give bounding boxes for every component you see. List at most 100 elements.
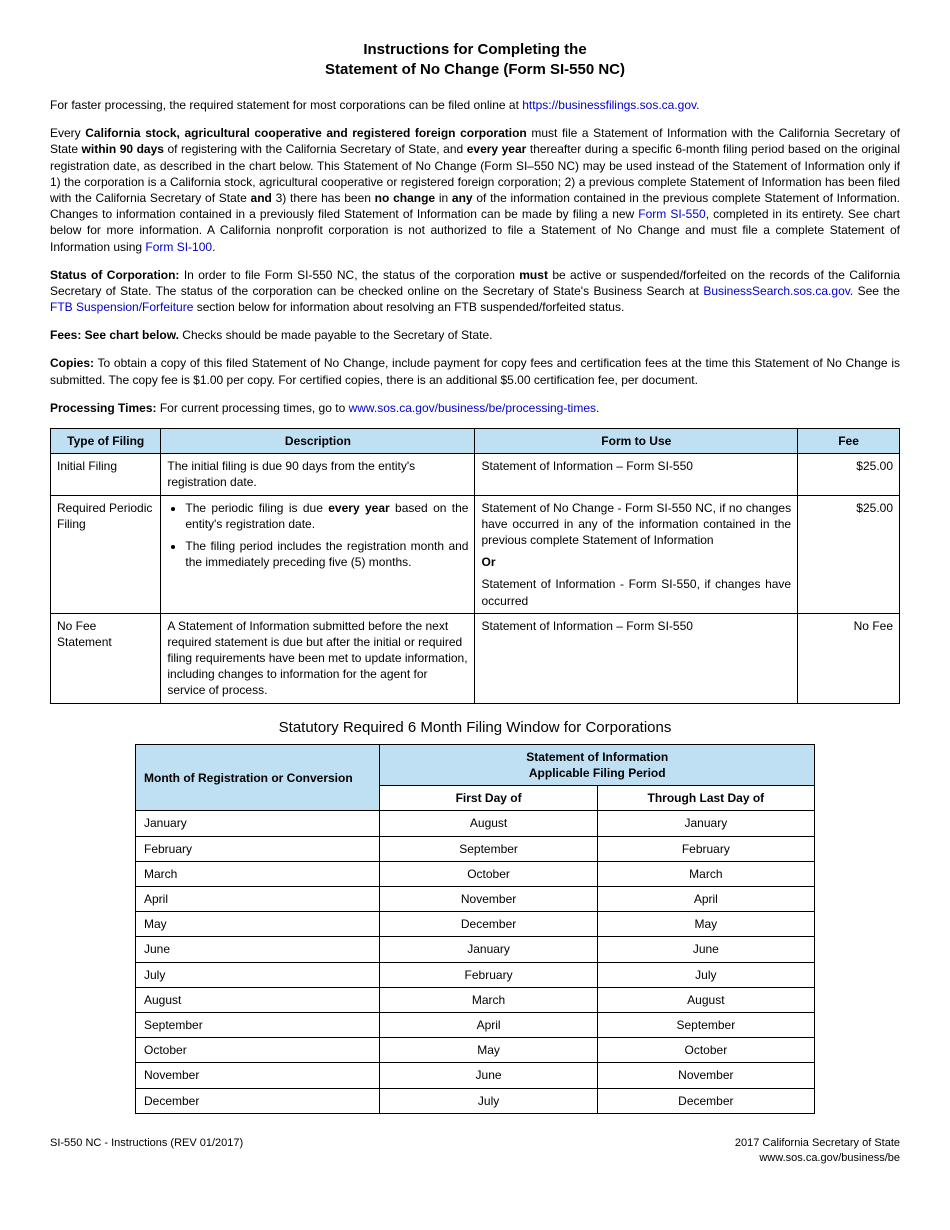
footer-left: SI-550 NC - Instructions (REV 01/2017) [50, 1136, 243, 1166]
cell: Statement of No Change - Form SI-550 NC,… [475, 495, 798, 613]
processing-times-link[interactable]: www.sos.ca.gov/business/be/processing-ti… [349, 401, 596, 415]
col-period: Statement of Information Applicable Fili… [380, 744, 815, 785]
col-form: Form to Use [475, 429, 798, 454]
t: section below for information about reso… [193, 300, 624, 314]
t: Copies: [50, 356, 94, 370]
cell: The initial filing is due 90 days from t… [161, 454, 475, 495]
t: Statement of Information [526, 750, 668, 764]
cell: May [380, 1038, 597, 1063]
table-header-row: Type of Filing Description Form to Use F… [51, 429, 900, 454]
cell: June [597, 937, 814, 962]
cell: April [597, 887, 814, 912]
cell: A Statement of Information submitted bef… [161, 613, 475, 703]
table-row: JanuaryAugustJanuary [136, 811, 815, 836]
table-row: MayDecemberMay [136, 912, 815, 937]
cell: February [380, 962, 597, 987]
cell: November [597, 1063, 814, 1088]
table-row: DecemberJulyDecember [136, 1088, 815, 1113]
window-title: Statutory Required 6 Month Filing Window… [50, 718, 900, 738]
t: . See the [850, 284, 900, 298]
cell: August [136, 987, 380, 1012]
form-si-550-link[interactable]: Form SI-550 [638, 207, 705, 221]
t: must [519, 268, 548, 282]
t: Processing Times: [50, 401, 157, 415]
t: Checks should be made payable to the Sec… [179, 328, 493, 342]
copies-para: Copies: To obtain a copy of this filed S… [50, 355, 900, 387]
cell: September [597, 1012, 814, 1037]
title-line-1: Instructions for Completing the [363, 41, 586, 58]
cell: November [380, 887, 597, 912]
cell: No Fee Statement [51, 613, 161, 703]
cell: July [597, 962, 814, 987]
intro-link[interactable]: https://businessfilings.sos.ca.gov [522, 98, 696, 112]
status-para: Status of Corporation: In order to file … [50, 267, 900, 316]
t: Applicable Filing Period [529, 766, 666, 780]
t: Status of Corporation: [50, 268, 179, 282]
footer-url[interactable]: www.sos.ca.gov/business/be [759, 1152, 900, 1164]
t: Or [481, 554, 791, 570]
bullet: The filing period includes the registrat… [185, 538, 468, 570]
t: . [596, 401, 599, 415]
ftb-link[interactable]: FTB Suspension/Forfeiture [50, 300, 193, 314]
t: and [251, 191, 272, 205]
cell: May [136, 912, 380, 937]
business-search-link[interactable]: BusinessSearch.sos.ca.gov [703, 284, 850, 298]
col-desc: Description [161, 429, 475, 454]
cell: September [380, 836, 597, 861]
page-title: Instructions for Completing the Statemen… [50, 40, 900, 79]
table-row: NovemberJuneNovember [136, 1063, 815, 1088]
cell: July [136, 962, 380, 987]
title-line-2: Statement of No Change (Form SI-550 NC) [325, 61, 625, 78]
cell: December [597, 1088, 814, 1113]
t: every year [467, 142, 527, 156]
cell: October [136, 1038, 380, 1063]
t: in [435, 191, 452, 205]
cell: $25.00 [798, 495, 900, 613]
footer-right: 2017 California Secretary of State www.s… [735, 1136, 900, 1166]
cell: April [380, 1012, 597, 1037]
t: of registering with the California Secre… [164, 142, 467, 156]
cell: Statement of Information – Form SI-550 [475, 613, 798, 703]
t: within 90 days [82, 142, 164, 156]
filing-window-table: Month of Registration or Conversion Stat… [135, 744, 815, 1114]
cell: September [136, 1012, 380, 1037]
table-header-row: Month of Registration or Conversion Stat… [136, 744, 815, 785]
intro-para: For faster processing, the required stat… [50, 97, 900, 113]
cell: October [597, 1038, 814, 1063]
t: The periodic filing is due [185, 501, 328, 515]
form-si-100-link[interactable]: Form SI-100 [145, 240, 212, 254]
cell: January [136, 811, 380, 836]
cell: January [597, 811, 814, 836]
t: . [212, 240, 215, 254]
cell: November [136, 1063, 380, 1088]
page-footer: SI-550 NC - Instructions (REV 01/2017) 2… [50, 1136, 900, 1166]
cell: Required Periodic Filing [51, 495, 161, 613]
bullet: The periodic filing is due every year ba… [185, 500, 468, 532]
cell: Initial Filing [51, 454, 161, 495]
t: 2017 California Secretary of State [735, 1137, 900, 1149]
table-row: MarchOctoberMarch [136, 861, 815, 886]
filing-table: Type of Filing Description Form to Use F… [50, 428, 900, 704]
cell: March [597, 861, 814, 886]
col-first: First Day of [380, 786, 597, 811]
intro-text: For faster processing, the required stat… [50, 98, 522, 112]
t: Fees: See chart below. [50, 328, 179, 342]
table-row: JulyFebruaryJuly [136, 962, 815, 987]
table-row: No Fee Statement A Statement of Informat… [51, 613, 900, 703]
cell: May [597, 912, 814, 937]
processing-para: Processing Times: For current processing… [50, 400, 900, 416]
t: no change [375, 191, 435, 205]
cell: February [136, 836, 380, 861]
table-row: OctoberMayOctober [136, 1038, 815, 1063]
table-row: AprilNovemberApril [136, 887, 815, 912]
cell: No Fee [798, 613, 900, 703]
cell: August [597, 987, 814, 1012]
cell: $25.00 [798, 454, 900, 495]
table-row: SeptemberAprilSeptember [136, 1012, 815, 1037]
cell: March [136, 861, 380, 886]
t: Statement of Information - Form SI-550, … [481, 576, 791, 608]
col-last: Through Last Day of [597, 786, 814, 811]
t: The filing period includes the registrat… [185, 539, 468, 569]
table-row: AugustMarchAugust [136, 987, 815, 1012]
cell: December [136, 1088, 380, 1113]
